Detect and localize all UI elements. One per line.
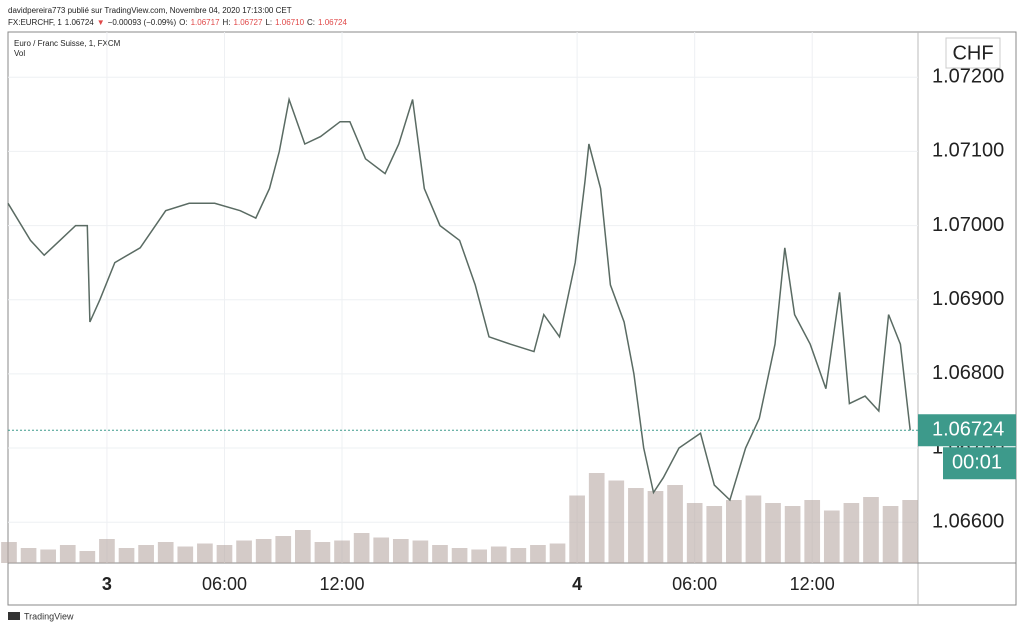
volume-bar [451, 548, 468, 563]
volume-bar [197, 543, 213, 563]
volume-bar [255, 539, 272, 563]
volume-bar [1, 542, 17, 563]
volume-bar [863, 497, 879, 563]
last: 1.06724 [64, 18, 94, 27]
volume-bar [902, 500, 918, 563]
o-label: O: [179, 18, 188, 27]
volume-bar [334, 540, 350, 563]
volume-bar [569, 495, 585, 563]
volume-bar [216, 545, 233, 563]
last-price-label: 1.06724 [932, 419, 1004, 441]
volume-bar [490, 546, 507, 563]
x-tick-label: 12:00 [320, 574, 365, 594]
volume-bar [295, 530, 311, 563]
volume-bar [177, 546, 194, 563]
last-price-box [918, 414, 1016, 447]
volume-bar [843, 503, 860, 563]
x-tick-label: 06:00 [202, 574, 247, 594]
y-tick-label: 1.06600 [932, 510, 1004, 532]
volume-bar [236, 540, 252, 563]
volume-bar [59, 545, 76, 563]
volume-bar [823, 510, 840, 563]
volume-bar [706, 506, 723, 563]
volume-bar [20, 548, 37, 563]
volume-bar [647, 491, 664, 563]
volume-bar [784, 506, 801, 563]
h: 1.06727 [233, 18, 263, 27]
volume-bar [686, 503, 703, 563]
c-label: C: [307, 18, 316, 27]
y-tick-label: 1.07100 [932, 140, 1004, 162]
o: 1.06717 [190, 18, 220, 27]
brand-logo [8, 612, 20, 620]
y-tick-label: 1.07000 [932, 214, 1004, 236]
publish-info: davidpereira773 publié sur TradingView.c… [8, 6, 292, 15]
volume-bar [432, 545, 448, 563]
currency-box [945, 37, 1001, 69]
volume-bar [40, 549, 56, 563]
currency: CHF [952, 42, 993, 64]
volume-bar [157, 542, 174, 563]
volume-bar [99, 539, 115, 563]
publish-line: davidpereira773 publié sur TradingView.c… [8, 6, 295, 15]
y-tick-label: 1.06800 [932, 362, 1004, 384]
countdown-box [943, 447, 1016, 480]
h-label: H: [222, 18, 231, 27]
countdown: 00:01 [952, 452, 1002, 474]
arrow: ▼ [96, 18, 105, 27]
price-line [7, 96, 911, 502]
chart-title: Euro / Franc Suisse, 1, FXCM [14, 39, 121, 48]
c: 1.06724 [318, 18, 347, 27]
volume-label: Vol [14, 49, 25, 58]
change: −0.00093 (−0.09%) [107, 18, 177, 27]
volume-bar [353, 533, 370, 563]
volume-bar [726, 500, 742, 563]
y-tick-label: 1.06900 [932, 288, 1004, 310]
volume-bar [79, 551, 96, 563]
x-tick-label: 06:00 [672, 574, 717, 594]
volume-bar [588, 473, 605, 563]
volume-bar [392, 539, 409, 563]
volume-bar [412, 540, 429, 563]
frame [7, 31, 1017, 606]
l: 1.06710 [275, 18, 305, 27]
volume-bar [608, 480, 625, 563]
volume-bar [314, 542, 331, 563]
volume-bar [138, 545, 154, 563]
volume-bar [765, 503, 781, 563]
volume-bar [804, 500, 821, 563]
x-tick-label: 4 [572, 574, 582, 594]
volume-bar [745, 495, 762, 563]
brand: TradingView [24, 611, 74, 621]
volume-bar [882, 506, 899, 563]
ohlc-line: FX:EURCHF, 1 1.06724 ▼ −0.00093 (−0.09%) O: 1… [8, 18, 350, 27]
volume-bar [510, 548, 527, 563]
volume-bar [471, 549, 487, 563]
l-label: L: [265, 18, 273, 27]
x-tick-label: 3 [102, 574, 112, 594]
volume-bar [118, 548, 135, 563]
y-tick-label: 1.07200 [932, 66, 1004, 88]
volume-bar [667, 485, 683, 563]
volume-bar [275, 536, 292, 563]
symbol: FX:EURCHF, 1 [8, 18, 62, 27]
x-tick-label: 12:00 [790, 574, 835, 594]
volume-bar [530, 545, 546, 563]
volume-bar [549, 543, 566, 563]
volume-bar [373, 537, 390, 563]
volume-bar [628, 488, 644, 563]
